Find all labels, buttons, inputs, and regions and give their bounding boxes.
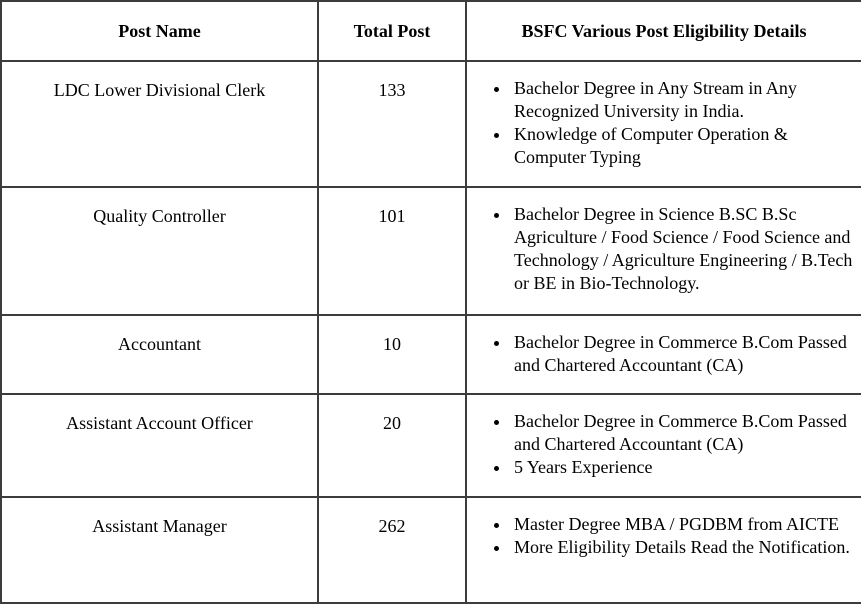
post-name-text: Assistant Manager — [92, 516, 227, 537]
eligibility-item: 5 Years Experience — [511, 456, 853, 479]
post-name-cell: Assistant Account Officer — [0, 392, 319, 499]
eligibility-item: Bachelor Degree in Commerce B.Com Passed… — [511, 331, 853, 377]
eligibility-cell: Bachelor Degree in Commerce B.Com Passed… — [465, 313, 861, 395]
column-header-post-name: Post Name — [0, 0, 319, 62]
post-name-cell: Accountant — [0, 313, 319, 395]
post-name-text: Quality Controller — [93, 205, 226, 226]
total-post-cell: 133 — [317, 60, 467, 188]
total-post-cell: 262 — [317, 496, 467, 604]
total-post-value: 10 — [383, 333, 401, 354]
table-row: Quality Controller 101 Bachelor Degree i… — [0, 185, 861, 316]
table-row: Assistant Manager 262 Master Degree MBA … — [0, 496, 861, 604]
post-name-cell: Assistant Manager — [0, 496, 319, 604]
eligibility-list: Bachelor Degree in Any Stream in Any Rec… — [467, 77, 861, 169]
eligibility-cell: Master Degree MBA / PGDBM from AICTE Mor… — [465, 496, 861, 604]
eligibility-list: Bachelor Degree in Science B.SC B.Sc Agr… — [467, 203, 861, 295]
post-name-cell: LDC Lower Divisional Clerk — [0, 60, 319, 188]
total-post-value: 133 — [378, 80, 406, 100]
total-post-cell: 10 — [317, 313, 467, 395]
table-row: Assistant Account Officer 20 Bachelor De… — [0, 392, 861, 499]
total-post-value: 262 — [378, 516, 406, 537]
eligibility-item: More Eligibility Details Read the Notifi… — [511, 536, 853, 559]
post-name-text: Accountant — [118, 333, 201, 354]
eligibility-cell: Bachelor Degree in Science B.SC B.Sc Agr… — [465, 185, 861, 316]
column-header-eligibility-details: BSFC Various Post Eligibility Details — [465, 0, 861, 62]
eligibility-item: Bachelor Degree in Any Stream in Any Rec… — [511, 77, 853, 123]
eligibility-item: Master Degree MBA / PGDBM from AICTE — [511, 513, 853, 536]
eligibility-item: Knowledge of Computer Operation & Comput… — [511, 123, 853, 169]
column-header-total-post: Total Post — [317, 0, 467, 62]
post-name-text: LDC Lower Divisional Clerk — [53, 80, 266, 100]
total-post-cell: 101 — [317, 185, 467, 316]
total-post-cell: 20 — [317, 392, 467, 499]
table-header-row: Post Name Total Post BSFC Various Post E… — [0, 0, 861, 62]
table-row: LDC Lower Divisional Clerk 133 Bachelor … — [0, 60, 861, 188]
eligibility-cell: Bachelor Degree in Commerce B.Com Passed… — [465, 392, 861, 499]
eligibility-item: Bachelor Degree in Science B.SC B.Sc Agr… — [511, 203, 853, 295]
total-post-value: 20 — [383, 412, 401, 433]
eligibility-list: Bachelor Degree in Commerce B.Com Passed… — [467, 410, 861, 479]
eligibility-list: Master Degree MBA / PGDBM from AICTE Mor… — [467, 513, 861, 559]
total-post-value: 101 — [378, 205, 406, 226]
post-name-text: Assistant Account Officer — [66, 412, 253, 433]
eligibility-list: Bachelor Degree in Commerce B.Com Passed… — [467, 331, 861, 377]
table-row: Accountant 10 Bachelor Degree in Commerc… — [0, 313, 861, 395]
eligibility-item: Bachelor Degree in Commerce B.Com Passed… — [511, 410, 853, 456]
post-name-cell: Quality Controller — [0, 185, 319, 316]
eligibility-cell: Bachelor Degree in Any Stream in Any Rec… — [465, 60, 861, 188]
